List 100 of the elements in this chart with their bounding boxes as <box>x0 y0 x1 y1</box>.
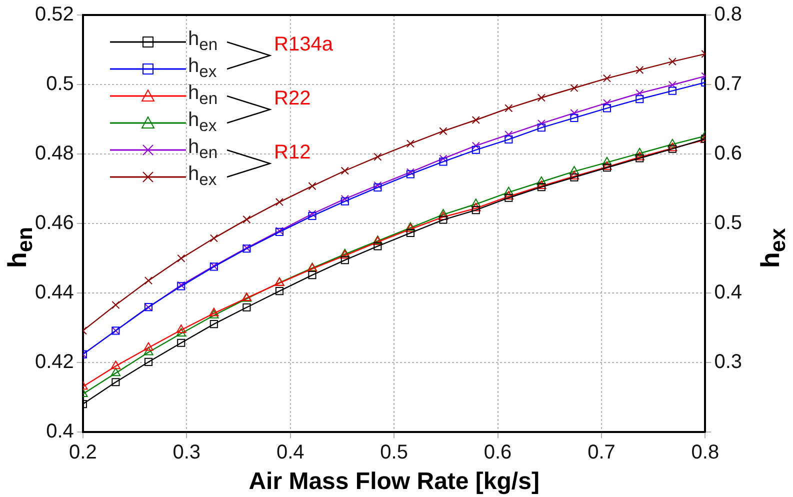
point <box>308 271 316 280</box>
point <box>602 104 612 112</box>
point <box>176 328 186 336</box>
x-tick-label: 0.8 <box>691 442 720 464</box>
legend-label: h$_{ex}$ <box>188 55 217 82</box>
point <box>308 182 316 190</box>
point <box>537 124 546 132</box>
point <box>569 166 580 174</box>
y-tick-label: 0.52 <box>34 4 74 26</box>
y-tick-label: 0.4 <box>46 420 74 443</box>
x-axis-title: Air Mass Flow Rate [kg/s] <box>248 468 540 496</box>
point <box>275 287 284 296</box>
point <box>340 256 349 264</box>
point <box>340 194 349 203</box>
point <box>570 114 578 122</box>
legend-label: h$_{en}$ <box>188 28 218 55</box>
point <box>504 135 513 144</box>
point <box>668 58 676 66</box>
y2-tick-label: 0.4 <box>714 282 742 304</box>
point <box>504 130 513 139</box>
legend-label: h$_{ex}$ <box>188 163 217 190</box>
x-tick-label: 0.6 <box>484 442 512 464</box>
point <box>636 95 644 104</box>
point <box>472 116 480 124</box>
point <box>504 186 514 196</box>
y-tick-label: 0.42 <box>34 351 74 374</box>
point <box>144 358 153 366</box>
point <box>636 154 644 162</box>
annotation: R22 <box>274 87 311 110</box>
x-tick-label: 0.4 <box>276 442 304 464</box>
point <box>242 215 251 224</box>
point <box>374 242 382 250</box>
point <box>537 119 546 128</box>
point <box>110 360 121 370</box>
point <box>275 198 284 206</box>
point <box>570 109 578 118</box>
point <box>602 161 612 170</box>
annotation: R12 <box>274 141 311 164</box>
point <box>569 170 580 180</box>
y2-tick-label: 0.3 <box>714 351 742 374</box>
point <box>504 104 513 112</box>
point <box>636 66 644 74</box>
point <box>602 74 612 82</box>
point <box>471 202 481 212</box>
point <box>406 140 414 148</box>
x-tick-label: 0.7 <box>588 442 616 464</box>
point <box>439 154 448 163</box>
point <box>177 338 186 347</box>
legend-label: h$_{ex}$ <box>188 109 217 136</box>
point <box>177 254 186 262</box>
point <box>602 164 612 172</box>
y2-tick-label: 0.8 <box>714 4 742 26</box>
x-tick-label: 0.5 <box>380 442 408 464</box>
point <box>438 211 448 220</box>
point <box>112 378 120 386</box>
x-tick-label: 0.2 <box>69 442 97 464</box>
point <box>602 98 612 107</box>
y-tick-label: 0.44 <box>34 282 74 304</box>
point <box>537 183 546 192</box>
point <box>668 138 678 148</box>
point <box>536 176 546 185</box>
point <box>209 310 219 318</box>
point <box>634 152 644 160</box>
point <box>634 148 644 156</box>
y-tick-label: 0.48 <box>34 142 74 165</box>
point <box>668 144 676 153</box>
y2-tick-label: 0.6 <box>714 142 742 165</box>
point <box>570 84 578 92</box>
point <box>536 180 546 190</box>
y-tick-label: 0.46 <box>34 212 74 234</box>
point <box>602 156 612 166</box>
point <box>210 234 218 242</box>
y-tick-label: 0.5 <box>46 73 74 96</box>
point <box>472 206 480 214</box>
point <box>537 94 546 102</box>
point <box>439 127 448 136</box>
point <box>636 89 644 98</box>
annotation: R134a <box>274 33 333 56</box>
point <box>242 303 251 312</box>
point <box>472 146 480 154</box>
point <box>374 152 382 161</box>
point <box>472 142 480 150</box>
point <box>668 86 676 95</box>
point <box>144 346 154 356</box>
y2-tick-label: 0.7 <box>714 73 742 96</box>
point <box>504 194 513 202</box>
point <box>112 300 120 309</box>
y2-tick-label: 0.5 <box>714 212 742 234</box>
point <box>406 228 414 238</box>
point <box>504 190 514 200</box>
point <box>210 320 218 328</box>
point <box>110 368 121 376</box>
point <box>176 324 186 333</box>
point <box>144 342 154 351</box>
point <box>570 173 578 182</box>
legend-label: h$_{en}$ <box>188 82 218 109</box>
point <box>144 276 153 285</box>
x-tick-label: 0.3 <box>172 442 201 464</box>
point <box>340 197 349 206</box>
point <box>439 158 448 166</box>
